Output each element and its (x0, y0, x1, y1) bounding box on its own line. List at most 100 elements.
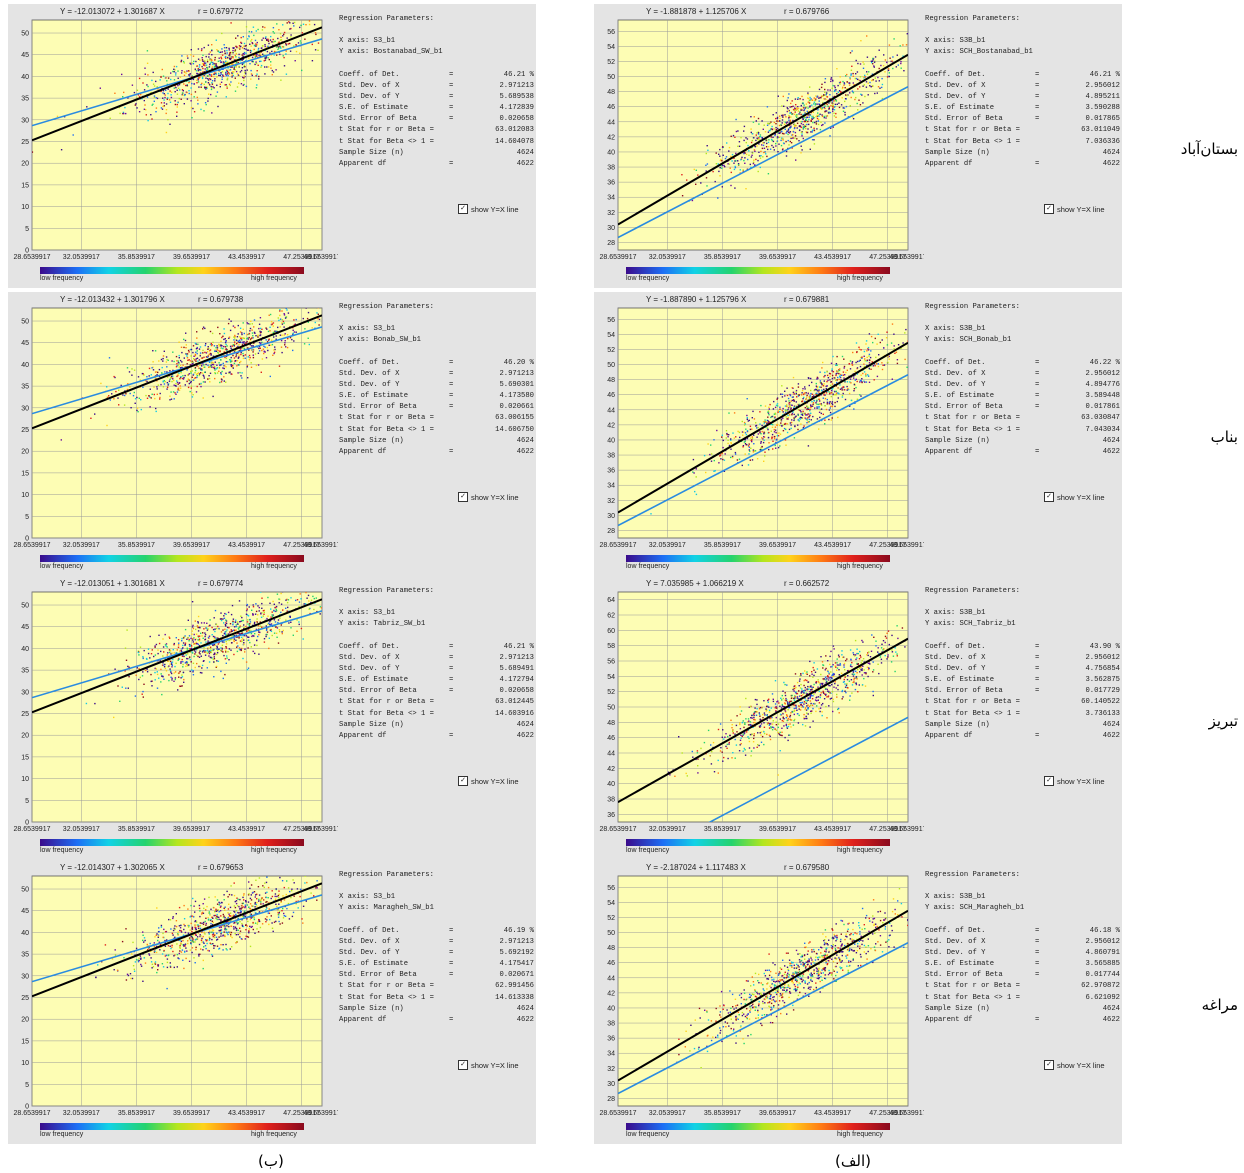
scatter-point (219, 364, 221, 366)
scatter-point (794, 107, 796, 109)
scatter-point (127, 665, 129, 668)
show-yx-line-toggle[interactable]: ✓ show Y=X line (1044, 204, 1105, 214)
scatter-point (183, 678, 185, 681)
scatter-point (824, 91, 826, 93)
plot-area (31, 307, 323, 539)
scatter-point (757, 170, 759, 173)
scatter-point (803, 392, 805, 395)
scatter-point (329, 35, 330, 36)
scatter-point (911, 64, 912, 65)
scatter-point (767, 412, 770, 414)
scatter-point (145, 109, 147, 111)
scatter-point (822, 413, 824, 415)
scatter-point (793, 417, 795, 419)
scatter-point (820, 412, 822, 415)
scatter-point (224, 631, 226, 633)
scatter-point (290, 27, 292, 30)
scatter-point (867, 94, 869, 96)
scatter-point (816, 376, 819, 379)
scatter-point (177, 87, 180, 89)
point-cloud (618, 323, 908, 527)
scatter-point (190, 661, 192, 663)
scatter-point (201, 635, 203, 637)
scatter-point (261, 626, 263, 628)
stat-row-text: t Stat for r or Beta = (339, 698, 434, 707)
scatter-point (776, 398, 778, 400)
scatter-point (175, 637, 177, 639)
scatter-point (828, 409, 831, 411)
scatter-point (823, 392, 825, 394)
stat-equals: = (449, 403, 454, 412)
checkbox[interactable]: ✓ (458, 492, 468, 502)
checkbox[interactable]: ✓ (1044, 204, 1054, 214)
scatter-point (773, 437, 776, 440)
y-tick-label: 30 (21, 689, 29, 696)
scatter-point (191, 669, 193, 671)
scatter-point (763, 141, 765, 144)
scatter-point (257, 635, 259, 638)
show-yx-line-toggle[interactable]: ✓ show Y=X line (458, 776, 519, 786)
scatter-point (326, 21, 327, 22)
scatter-point (139, 676, 141, 679)
scatter-point (718, 170, 720, 173)
scatter-point (191, 370, 193, 372)
show-yx-line-toggle[interactable]: ✓ show Y=X line (458, 492, 519, 502)
scatter-point (177, 644, 180, 646)
scatter-point (247, 323, 249, 325)
scatter-point (733, 162, 735, 164)
scatter-point (757, 433, 759, 435)
scatter-point (833, 377, 836, 379)
stat-row-text: Std. Dev. of Y (339, 380, 400, 389)
scatter-point (881, 83, 884, 86)
scatter-point (161, 108, 164, 110)
scatter-point (248, 630, 250, 632)
scatter-point (276, 593, 279, 595)
scatter-point (207, 75, 210, 77)
scatter-point (254, 54, 256, 56)
scatter-point (831, 388, 833, 390)
stat-equals: = (449, 380, 454, 389)
show-yx-line-toggle[interactable]: ✓ show Y=X line (1044, 492, 1105, 502)
scatter-plot: 28303234363840424446485052545628.6539917… (600, 19, 924, 261)
checkbox[interactable]: ✓ (458, 776, 468, 786)
scatter-point (824, 397, 827, 400)
scatter-point (842, 86, 844, 89)
scatter-point (214, 609, 217, 612)
scatter-point (134, 402, 136, 404)
scatter-point (781, 425, 783, 427)
scatter-point (818, 115, 820, 117)
scatter-point (737, 163, 740, 165)
scatter-point (732, 432, 734, 434)
scatter-point (225, 646, 227, 648)
scatter-point (862, 67, 865, 69)
scatter-point (219, 69, 221, 72)
scatter-point (160, 102, 163, 104)
scatter-point (859, 76, 862, 78)
scatter-point (813, 99, 816, 101)
scatter-point (779, 117, 781, 120)
scatter-point (824, 122, 826, 124)
checkbox[interactable]: ✓ (1044, 492, 1054, 502)
scatter-point (275, 626, 277, 628)
scatter-point (153, 100, 155, 102)
show-yx-line-toggle[interactable]: ✓ show Y=X line (458, 204, 519, 214)
scatter-point (172, 378, 174, 380)
scatter-point (207, 378, 209, 380)
scatter-point (789, 406, 791, 408)
scatter-point (225, 622, 228, 625)
checkbox[interactable]: ✓ (458, 204, 468, 214)
scatter-point (737, 430, 739, 433)
scatter-point (259, 631, 261, 634)
equation-text: Y = -12.013072 + 1.301687 X (60, 7, 165, 16)
scatter-point (201, 369, 203, 371)
scatter-point (162, 662, 164, 664)
scatter-point (185, 347, 187, 349)
scatter-point (208, 56, 210, 58)
scatter-point (231, 56, 233, 58)
stat-value: 4622 (1102, 159, 1120, 168)
scatter-point (234, 49, 237, 51)
identity-line (618, 85, 908, 239)
scatter-point (838, 369, 840, 371)
scatter-point (854, 77, 856, 80)
scatter-point (204, 86, 206, 89)
